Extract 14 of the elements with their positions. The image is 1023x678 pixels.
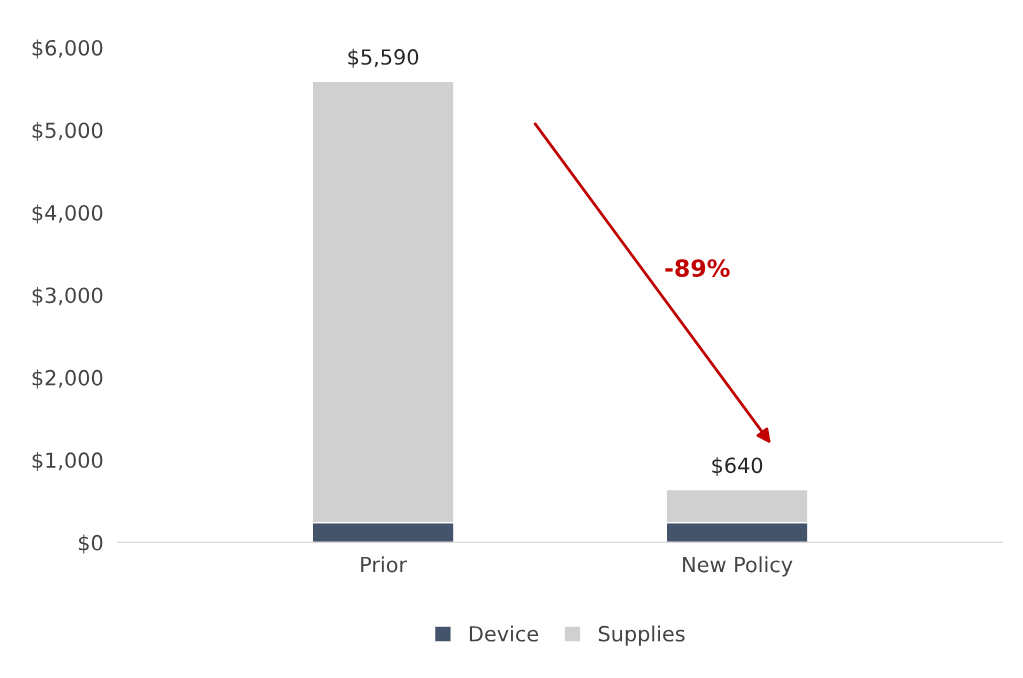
x-tick-label: Prior [361,556,408,573]
y-tick-label: $5,000 [32,122,103,141]
legend-label: Device [469,625,539,642]
y-tick-label: $2,000 [32,369,103,389]
legend-label: Supplies [598,625,685,646]
y-tick-label: $4,000 [32,204,103,224]
y-tick-label: $3,000 [32,287,103,306]
y-tick-label: $1,000 [32,451,103,471]
annotation: -89% [665,259,730,278]
total-label: $5,590 [348,48,419,68]
y-tick-label: $6,000 [32,39,103,59]
total-label: $640 [712,457,763,476]
x-tick-label: New Policy [683,556,793,577]
y-tick-label: $0 [78,534,103,554]
